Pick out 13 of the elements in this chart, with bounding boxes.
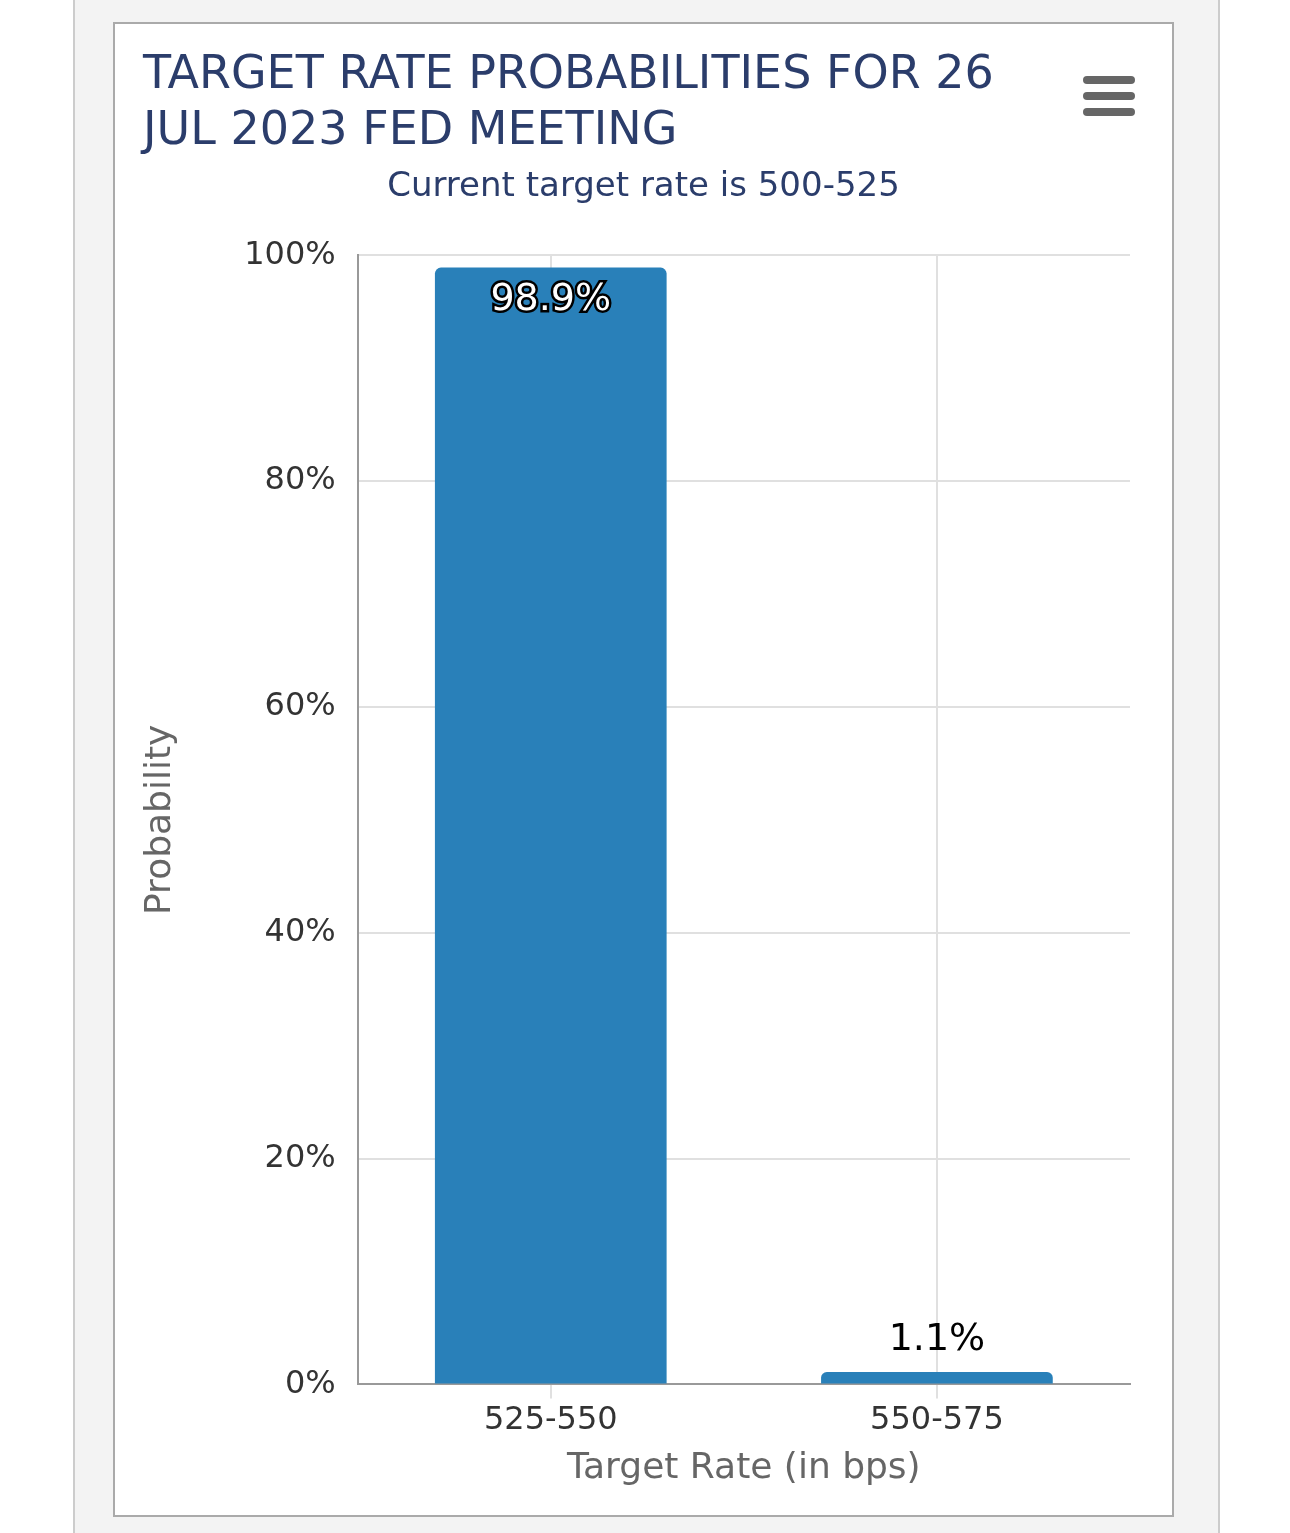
y-tick-label: 60% xyxy=(264,685,336,724)
x-tick-label: 550-575 xyxy=(870,1398,1004,1437)
chart-subtitle: Current target rate is 500-525 xyxy=(386,164,901,204)
x-axis-title: Target Rate (in bps) xyxy=(566,1444,921,1486)
y-tick-label: 20% xyxy=(264,1136,336,1175)
data-label: 98.9% xyxy=(490,274,612,319)
y-tick-label: 0% xyxy=(284,1362,336,1401)
y-tick-label: 100% xyxy=(244,233,336,272)
data-label: 1.1% xyxy=(888,1314,986,1359)
x-tick-label: 525-550 xyxy=(483,1398,618,1437)
y-tick-label: 40% xyxy=(264,911,336,950)
y-axis-title: Probability xyxy=(136,724,178,915)
y-tick-label: 80% xyxy=(264,459,336,498)
